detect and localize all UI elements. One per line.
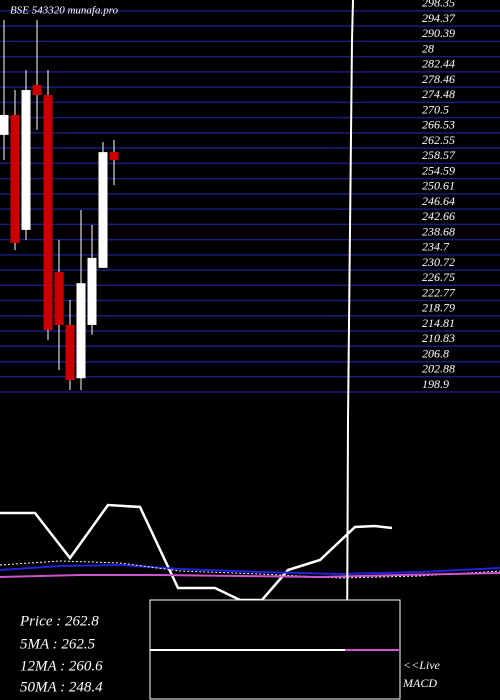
y-tick-label: 206.8 xyxy=(422,346,449,360)
y-tick-label: 290.39 xyxy=(422,26,455,40)
y-tick-label: 238.68 xyxy=(422,224,455,238)
indicator-line xyxy=(346,0,354,651)
indicator-line xyxy=(0,572,500,579)
y-tick-label: 246.64 xyxy=(422,194,455,208)
y-tick-label: 234.7 xyxy=(422,240,450,254)
stat: Price : 262.8 xyxy=(19,613,99,629)
indicator-line xyxy=(0,560,500,579)
y-tick-label: 294.37 xyxy=(422,11,456,25)
indicator-label: MACD xyxy=(402,676,437,690)
candle-body xyxy=(54,272,64,325)
y-tick-label: 242.66 xyxy=(422,209,455,223)
candle-body xyxy=(43,95,53,330)
candle-body xyxy=(10,114,20,243)
indicator-line xyxy=(0,563,500,576)
y-tick-label: 258.57 xyxy=(422,148,456,162)
y-tick-label: 198.9 xyxy=(422,377,449,391)
chart-title: BSE 543320 munafa.pro xyxy=(10,5,119,17)
y-tick-label: 214.81 xyxy=(422,316,455,330)
y-tick-label: 230.72 xyxy=(422,255,455,269)
candle-body xyxy=(32,85,42,96)
y-tick-label: 270.5 xyxy=(422,102,449,116)
candle-body xyxy=(0,114,9,135)
candle-body xyxy=(76,283,86,379)
candle-body xyxy=(65,324,75,381)
y-tick-label: 226.75 xyxy=(422,270,455,284)
candle-body xyxy=(98,152,108,268)
stat: 12MA : 260.6 xyxy=(20,658,103,674)
candle-body xyxy=(87,257,97,325)
y-tick-label: 266.53 xyxy=(422,118,455,132)
y-tick-label: 28 xyxy=(422,41,434,55)
y-tick-label: 298.35 xyxy=(422,0,455,10)
indicator-line xyxy=(0,503,393,602)
y-tick-label: 262.55 xyxy=(422,133,455,147)
stat: 5MA : 262.5 xyxy=(20,636,96,652)
candle-body xyxy=(109,152,119,161)
y-tick-label: 222.77 xyxy=(422,285,456,299)
candle-body xyxy=(21,90,31,230)
y-tick-label: 254.59 xyxy=(422,163,455,177)
live-label: <<Live xyxy=(403,658,441,672)
y-tick-label: 274.48 xyxy=(422,87,455,101)
y-tick-label: 282.44 xyxy=(422,57,455,71)
y-tick-label: 210.83 xyxy=(422,331,455,345)
y-tick-label: 278.46 xyxy=(422,72,455,86)
stat: 50MA : 248.4 xyxy=(20,679,103,695)
y-tick-label: 202.88 xyxy=(422,361,455,375)
y-tick-label: 218.79 xyxy=(422,301,455,315)
y-tick-label: 250.61 xyxy=(422,179,455,193)
